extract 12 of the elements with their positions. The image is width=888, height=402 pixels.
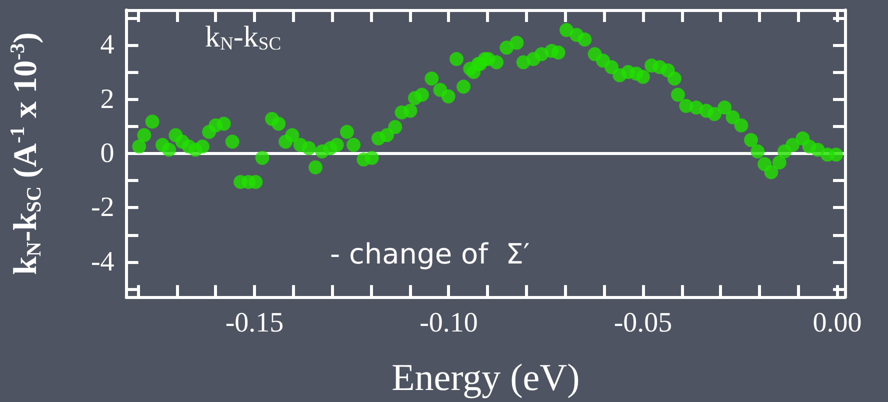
y-tick-label: -2	[90, 192, 114, 224]
x-axis-title: Energy (eV)	[392, 357, 580, 399]
y-tick-label: 4	[100, 30, 114, 61]
y-tick-label: 0	[100, 138, 114, 170]
x-tick-label: -0.10	[420, 308, 478, 339]
y-tick-label: 2	[100, 84, 114, 115]
annotation: - change of Σ′	[330, 238, 530, 270]
x-tick-label: -0.05	[614, 308, 672, 339]
text: kN-kSC (A-1 x 10-3)	[7, 32, 46, 275]
y-tick-label: -4	[90, 246, 114, 278]
x-tick-label: -0.15	[225, 308, 284, 339]
x-tick-label: 0.00	[812, 308, 862, 339]
